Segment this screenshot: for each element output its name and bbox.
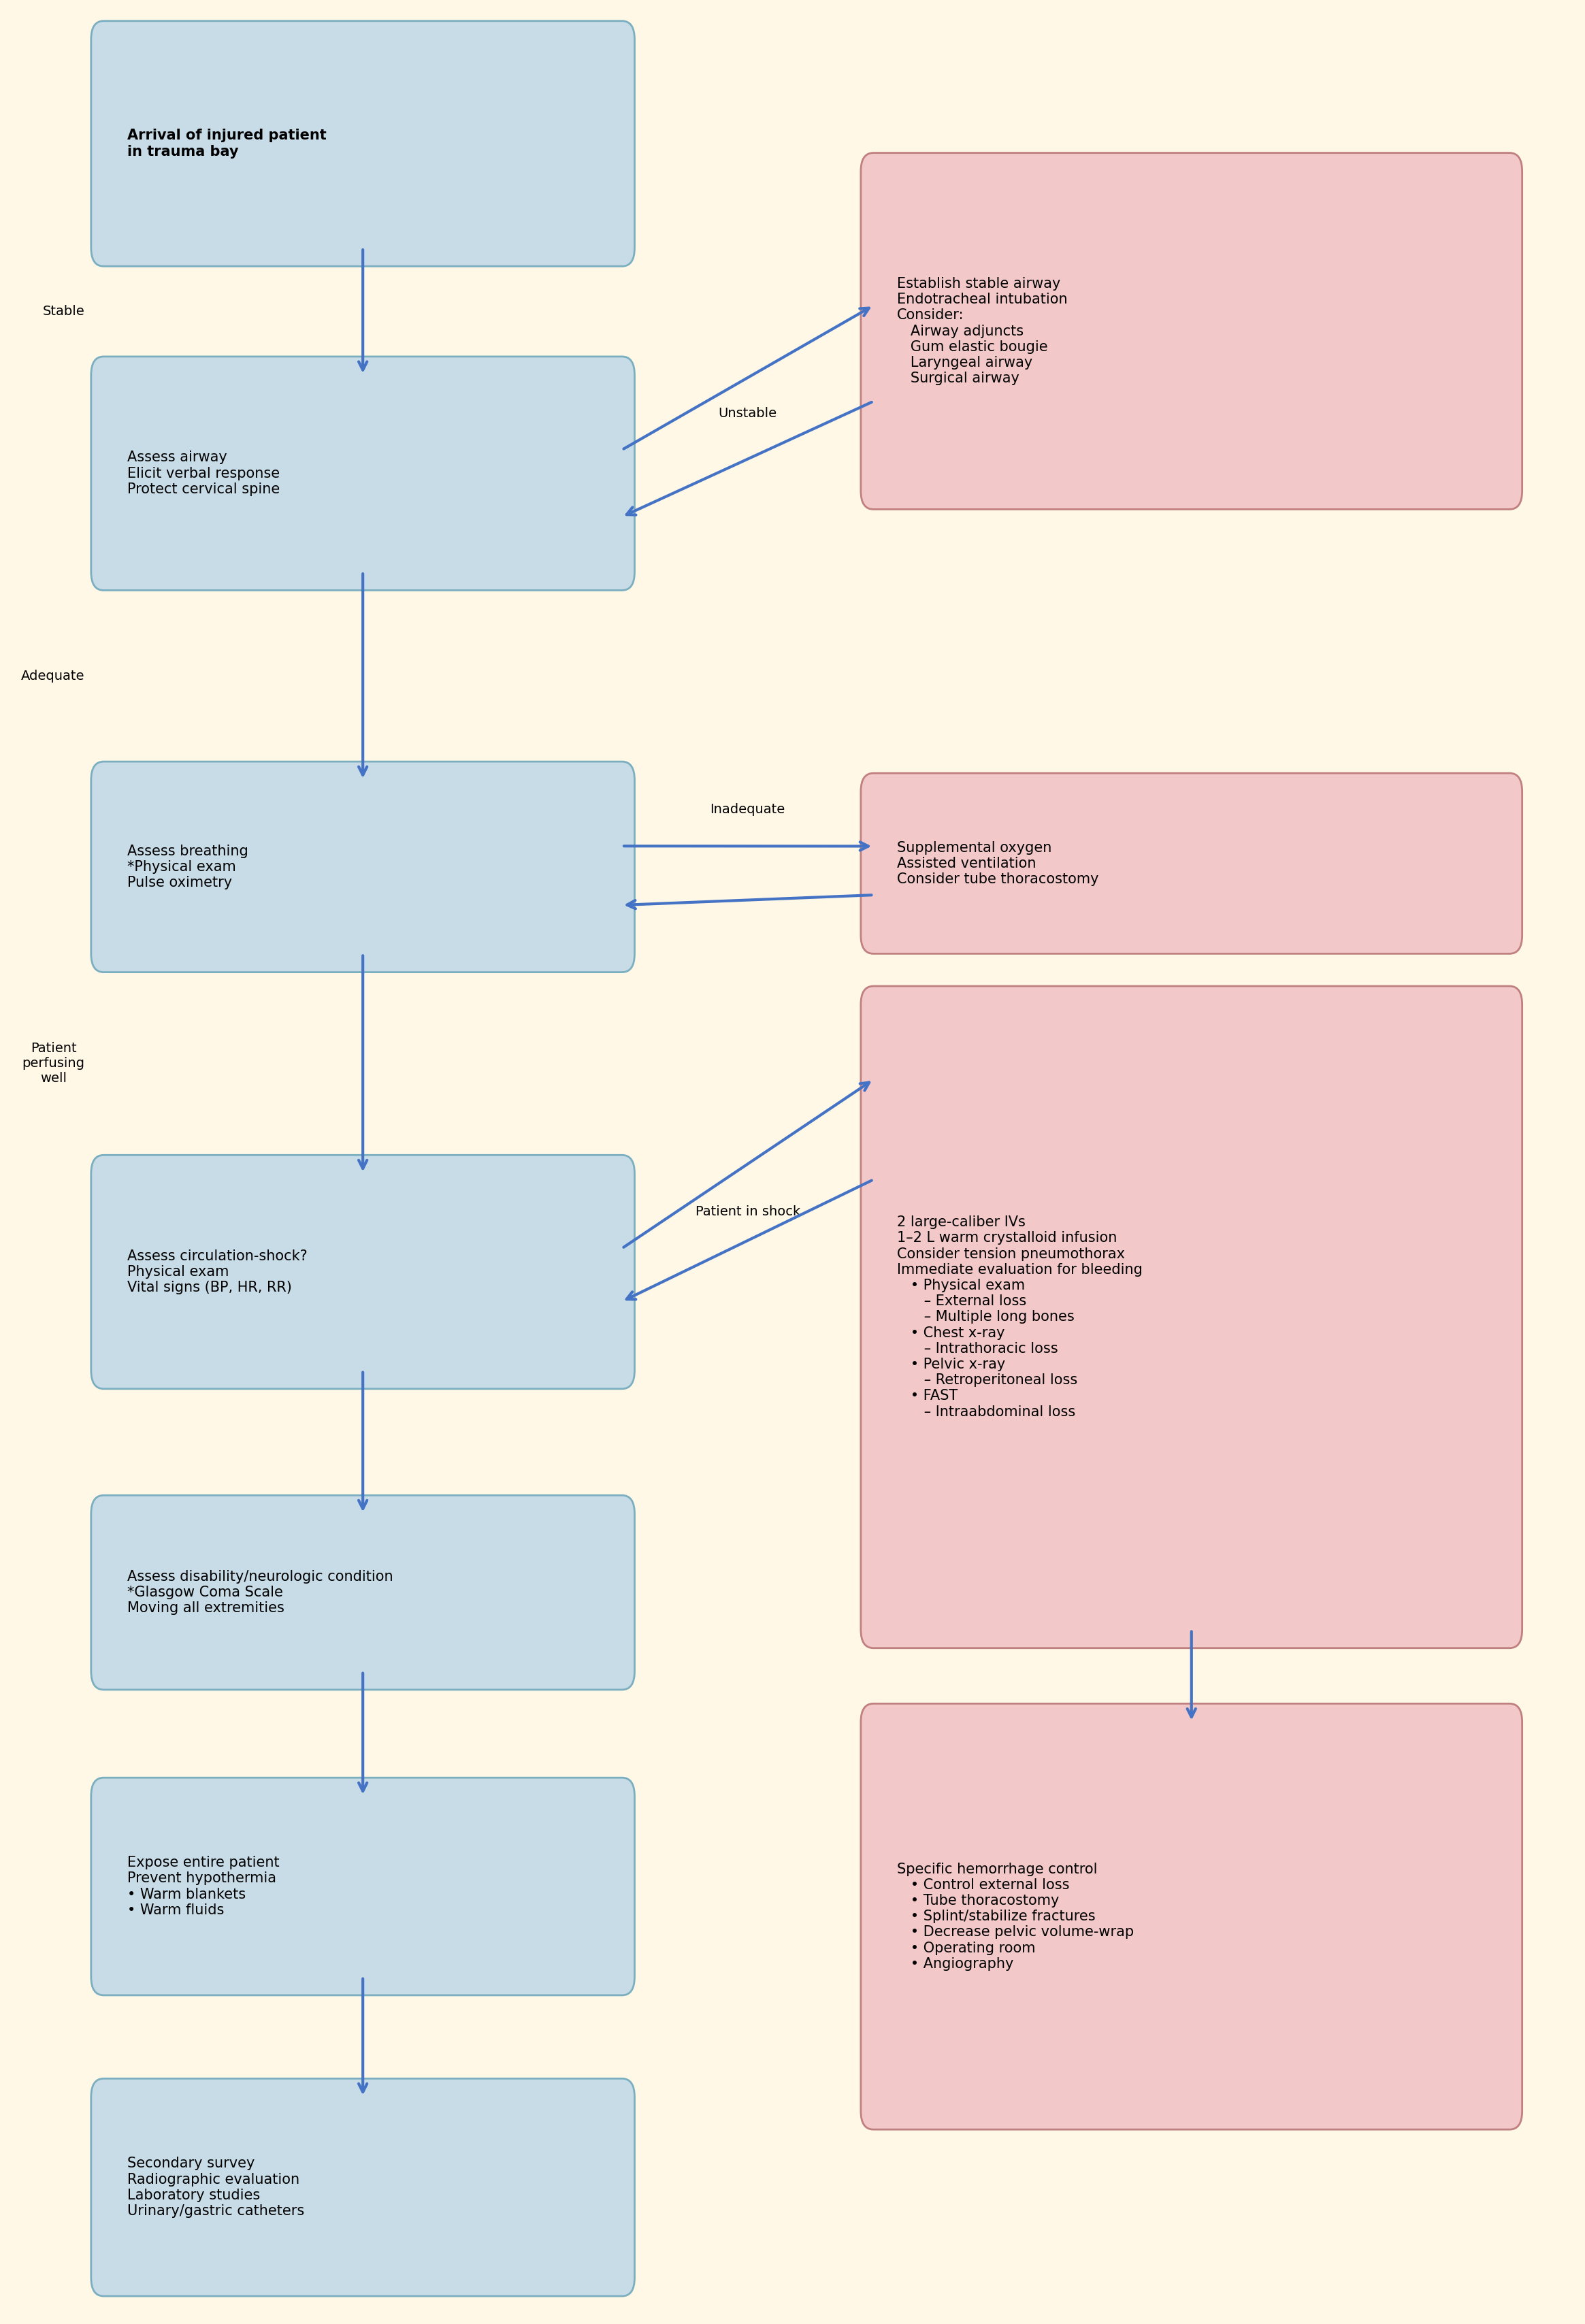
Text: Inadequate: Inadequate: [710, 804, 785, 816]
Text: Expose entire patient
Prevent hypothermia
• Warm blankets
• Warm fluids: Expose entire patient Prevent hypothermi…: [127, 1857, 279, 1917]
FancyBboxPatch shape: [90, 762, 634, 971]
Text: Supplemental oxygen
Assisted ventilation
Consider tube thoracostomy: Supplemental oxygen Assisted ventilation…: [897, 841, 1098, 885]
Text: Stable: Stable: [43, 304, 86, 318]
Text: Specific hemorrhage control
   • Control external loss
   • Tube thoracostomy
  : Specific hemorrhage control • Control ex…: [897, 1862, 1133, 1971]
FancyBboxPatch shape: [90, 1155, 634, 1390]
FancyBboxPatch shape: [90, 2078, 634, 2296]
FancyBboxPatch shape: [90, 356, 634, 590]
Text: Assess circulation-shock?
Physical exam
Vital signs (BP, HR, RR): Assess circulation-shock? Physical exam …: [127, 1250, 307, 1294]
FancyBboxPatch shape: [861, 985, 1522, 1648]
FancyBboxPatch shape: [861, 774, 1522, 953]
FancyBboxPatch shape: [861, 153, 1522, 509]
Text: Assess breathing
*Physical exam
Pulse oximetry: Assess breathing *Physical exam Pulse ox…: [127, 844, 249, 890]
Text: Arrival of injured patient
in trauma bay: Arrival of injured patient in trauma bay: [127, 128, 327, 158]
FancyBboxPatch shape: [90, 1778, 634, 1996]
Text: Assess airway
Elicit verbal response
Protect cervical spine: Assess airway Elicit verbal response Pro…: [127, 451, 281, 495]
Text: Unstable: Unstable: [718, 407, 777, 421]
Text: Adequate: Adequate: [21, 669, 86, 683]
Text: Establish stable airway
Endotracheal intubation
Consider:
   Airway adjuncts
   : Establish stable airway Endotracheal int…: [897, 277, 1068, 386]
FancyBboxPatch shape: [90, 21, 634, 267]
FancyBboxPatch shape: [90, 1494, 634, 1690]
Text: Assess disability/neurologic condition
*Glasgow Coma Scale
Moving all extremitie: Assess disability/neurologic condition *…: [127, 1571, 393, 1615]
Text: 2 large-caliber IVs
1–2 L warm crystalloid infusion
Consider tension pneumothora: 2 large-caliber IVs 1–2 L warm crystallo…: [897, 1215, 1143, 1418]
Text: Patient in shock: Patient in shock: [696, 1206, 800, 1218]
FancyBboxPatch shape: [861, 1703, 1522, 2129]
Text: Patient
perfusing
well: Patient perfusing well: [22, 1041, 86, 1085]
Text: Secondary survey
Radiographic evaluation
Laboratory studies
Urinary/gastric cath: Secondary survey Radiographic evaluation…: [127, 2157, 304, 2217]
